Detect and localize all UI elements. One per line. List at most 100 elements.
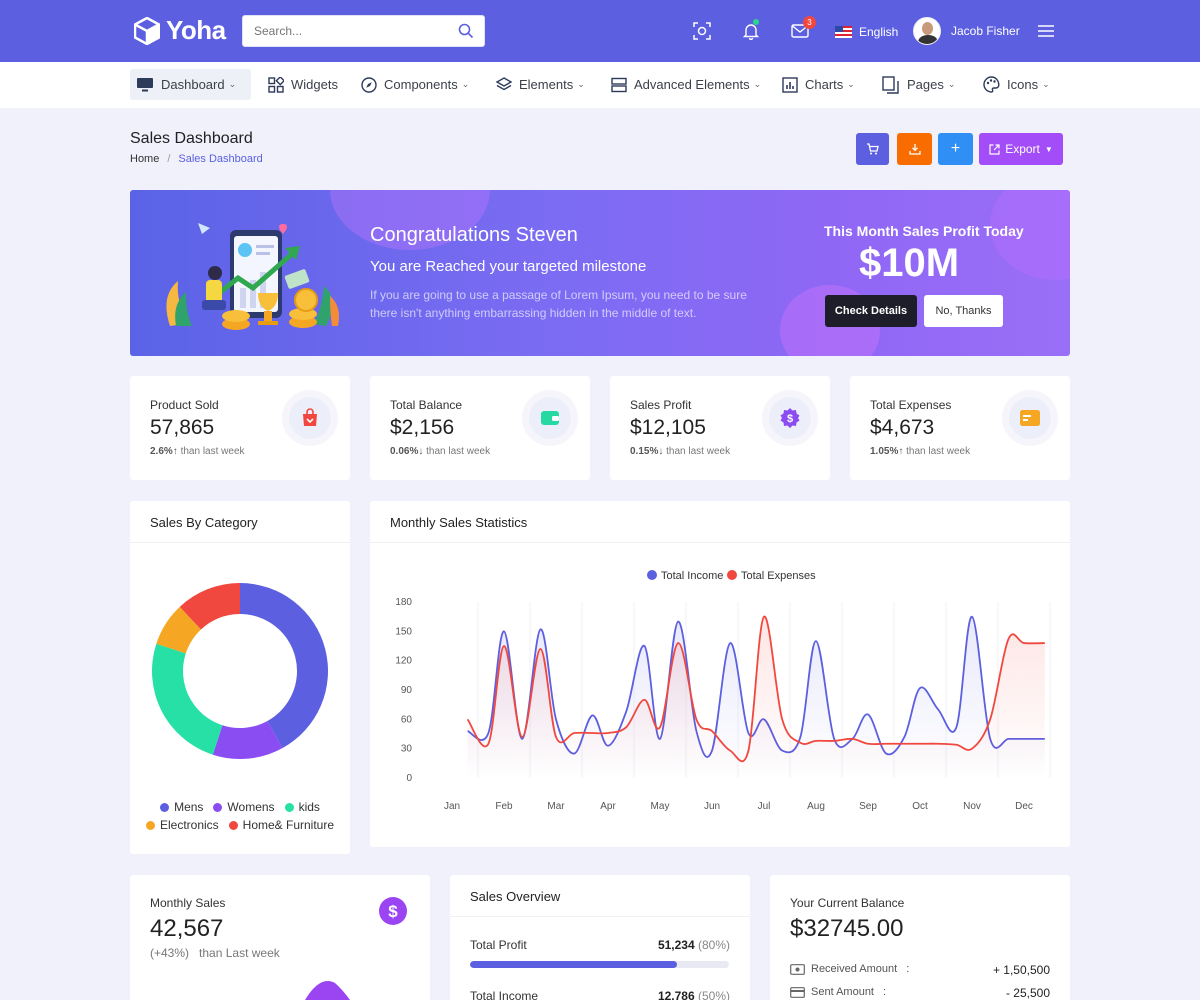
grid-icon	[268, 76, 284, 93]
x-tick-label: Dec	[1015, 801, 1033, 812]
pages-icon	[882, 75, 899, 94]
stat-icon-wrap: $	[762, 390, 818, 446]
donut-slice-mens[interactable]	[240, 583, 329, 749]
search-icon[interactable]	[458, 23, 474, 39]
balance-value: $32745.00	[790, 915, 904, 942]
nav-dashboard[interactable]: Dashboard ⌄	[130, 69, 251, 100]
mail-count-badge: 3	[803, 16, 816, 29]
legend-electronics[interactable]: Electronics	[145, 818, 219, 832]
export-button[interactable]: Export ▼	[979, 133, 1063, 165]
banner-description: If you are going to use a passage of Lor…	[370, 288, 747, 320]
plus-icon: +	[950, 140, 961, 157]
cube-logo-icon	[134, 16, 160, 45]
divider	[450, 916, 750, 917]
stat-value: 57,865	[150, 416, 215, 439]
cash-icon	[790, 963, 805, 975]
credit-card-icon	[1020, 410, 1040, 426]
sent-amount-value: - 25,500	[1005, 986, 1050, 1000]
chevron-down-icon: ⌄	[1042, 79, 1050, 89]
stat-icon-wrap	[1002, 390, 1058, 446]
nav-charts[interactable]: Charts ⌄	[776, 69, 861, 100]
nav-elements[interactable]: Elements ⌄	[490, 69, 591, 100]
chevron-down-icon: ⌄	[753, 79, 762, 89]
stat-card-total-expenses: Total Expenses $4,673 1.05%↑ than last w…	[850, 376, 1070, 480]
card-icon	[790, 986, 805, 998]
legend-kids[interactable]: kids	[284, 800, 320, 814]
donut-chart	[152, 583, 329, 759]
legend-womens[interactable]: Womens	[213, 800, 275, 814]
user-menu[interactable]: Jacob Fisher	[913, 17, 1020, 45]
divider	[370, 542, 1070, 543]
search-input[interactable]	[243, 16, 443, 46]
cart-icon	[867, 143, 879, 155]
y-tick-label: 120	[395, 656, 412, 667]
stat-card-sales-profit: Sales Profit $12,105 0.15%↓ than last we…	[610, 376, 830, 480]
overview-row-value: 12,786 (50%)	[657, 989, 730, 1000]
app-logo[interactable]: Yoha	[134, 15, 226, 46]
stat-change: 1.05%↑ than last week	[870, 446, 971, 457]
sparkline-area	[305, 981, 350, 1000]
nav-components[interactable]: Components ⌄	[355, 69, 475, 100]
donut-slice-kids[interactable]	[152, 643, 223, 755]
check-details-button[interactable]: Check Details	[825, 295, 917, 327]
sales-by-category-card: Sales By Category Mens Womens kids Elect…	[130, 501, 350, 854]
breadcrumb-home[interactable]: Home	[130, 153, 160, 165]
legend-label[interactable]: Total Expenses	[741, 570, 816, 582]
x-tick-label: Aug	[807, 801, 825, 812]
mail-icon[interactable]: 3	[790, 16, 816, 41]
language-selector[interactable]: English	[835, 25, 898, 39]
nav-icons[interactable]: Icons ⌄	[977, 69, 1056, 100]
palette-icon	[983, 76, 1000, 93]
language-label: English	[859, 25, 899, 39]
app-name: Yoha	[166, 15, 226, 45]
user-name: Jacob Fisher	[951, 24, 1020, 38]
stat-change: 2.6%↑ than last week	[150, 446, 245, 457]
legend-label[interactable]: Total Income	[661, 570, 723, 582]
legend-mens[interactable]: Mens	[160, 800, 203, 814]
nav-widgets[interactable]: Widgets	[262, 69, 344, 100]
download-button[interactable]	[897, 133, 932, 165]
donut-slice-womens[interactable]	[212, 720, 283, 759]
main-nav: Dashboard ⌄ Widgets Components ⌄ Elements ⌄…	[0, 62, 1200, 108]
y-tick-label: 180	[395, 597, 412, 608]
shopping-bag-icon	[303, 408, 317, 426]
series-line-total-income[interactable]	[467, 615, 1045, 758]
monthly-sales-value: 42,567	[150, 915, 224, 942]
profit-value: $10M	[859, 241, 960, 285]
sales-overview-card: Sales Overview Total Profit 51,234 (80%)…	[450, 875, 750, 1000]
legend-marker	[647, 570, 657, 580]
overview-row-value: 51,234 (80%)	[657, 938, 730, 952]
add-button[interactable]: +	[938, 133, 973, 165]
x-tick-label: Jul	[758, 801, 771, 812]
monthly-sales-change: (+43%) than Last week	[150, 946, 280, 960]
nav-advanced-elements[interactable]: Advanced Elements ⌄	[605, 69, 767, 100]
y-tick-label: 30	[401, 744, 413, 755]
export-label: Export	[1005, 142, 1040, 156]
banner-subtitle: You are Reached your targeted milestone	[370, 258, 647, 275]
donut-slice-home-furniture[interactable]	[179, 583, 240, 630]
nav-label: Advanced Elements	[634, 77, 750, 92]
hamburger-menu-icon[interactable]	[1036, 21, 1056, 41]
x-tick-label: Jun	[704, 801, 720, 812]
overview-row-label: Total Income	[470, 989, 539, 1000]
card-title: Monthly Sales Statistics	[390, 515, 528, 530]
stat-icon-wrap	[282, 390, 338, 446]
y-tick-label: 150	[395, 626, 412, 637]
chevron-down-icon: ⌄	[461, 79, 470, 89]
nav-label: Icons	[1007, 77, 1039, 92]
fullscreen-icon[interactable]	[692, 21, 712, 41]
compass-icon	[361, 76, 377, 93]
top-bar: Yoha 3 English Jacob Fisher	[0, 0, 1200, 62]
no-thanks-button[interactable]: No, Thanks	[924, 295, 1003, 327]
series-area-1	[467, 616, 1045, 778]
donut-slice-electronics[interactable]	[156, 606, 201, 654]
legend-home-furniture[interactable]: Home& Furniture	[228, 818, 334, 832]
series-line-total-expenses[interactable]	[466, 615, 1045, 763]
nav-pages[interactable]: Pages ⌄	[876, 69, 961, 100]
divider	[130, 542, 350, 543]
x-tick-label: Feb	[495, 801, 513, 812]
bell-icon[interactable]	[741, 19, 761, 41]
cart-button[interactable]	[856, 133, 889, 165]
stat-label: Sales Profit	[630, 398, 692, 412]
current-balance-card: Your Current Balance $32745.00 Received …	[770, 875, 1070, 1000]
